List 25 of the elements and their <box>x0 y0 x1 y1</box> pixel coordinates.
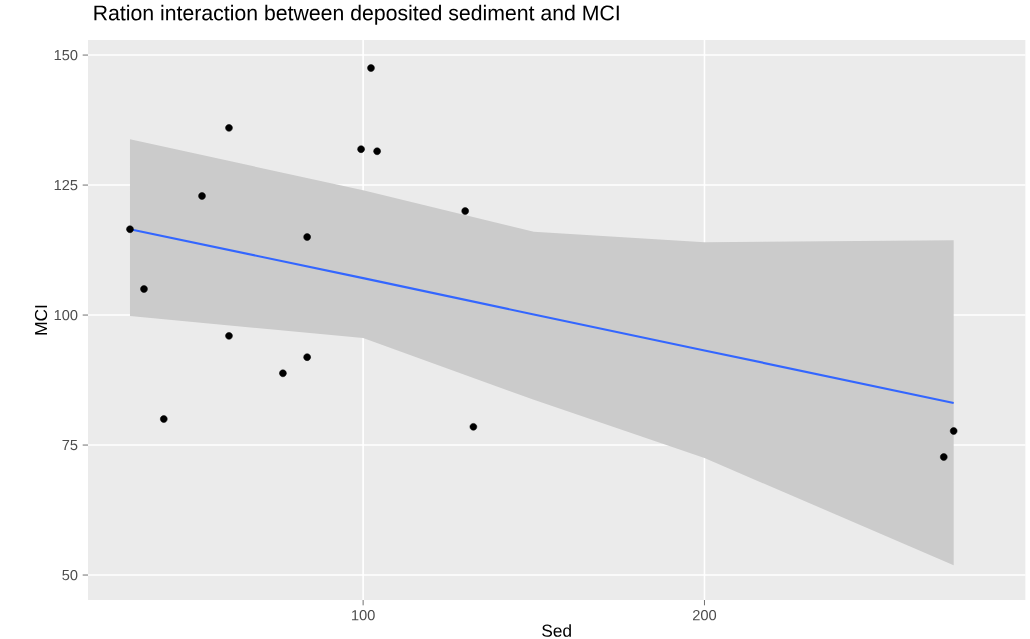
point <box>367 64 375 72</box>
point <box>357 145 365 153</box>
point <box>279 369 287 378</box>
y-axis-title: MCI <box>34 305 48 335</box>
point <box>198 192 206 200</box>
point <box>469 423 478 431</box>
point <box>461 207 469 215</box>
point <box>303 233 311 241</box>
y-tick-label: 75 <box>62 439 78 451</box>
point <box>225 124 233 132</box>
point <box>225 332 233 340</box>
y-tick-label: 125 <box>54 179 78 191</box>
x-axis-title: Sed <box>542 624 571 637</box>
y-tick-label: 100 <box>54 309 78 321</box>
point <box>949 427 958 435</box>
point <box>140 285 148 293</box>
y-tick-label: 50 <box>62 569 78 581</box>
point <box>940 453 948 461</box>
y-tick-label: 150 <box>54 49 78 61</box>
point <box>160 415 168 423</box>
point <box>303 353 311 361</box>
point <box>373 147 381 155</box>
x-tick-label: 200 <box>693 610 717 621</box>
point <box>126 225 134 233</box>
chart-title: Ration interaction between deposited sediment and MCI <box>94 4 619 25</box>
